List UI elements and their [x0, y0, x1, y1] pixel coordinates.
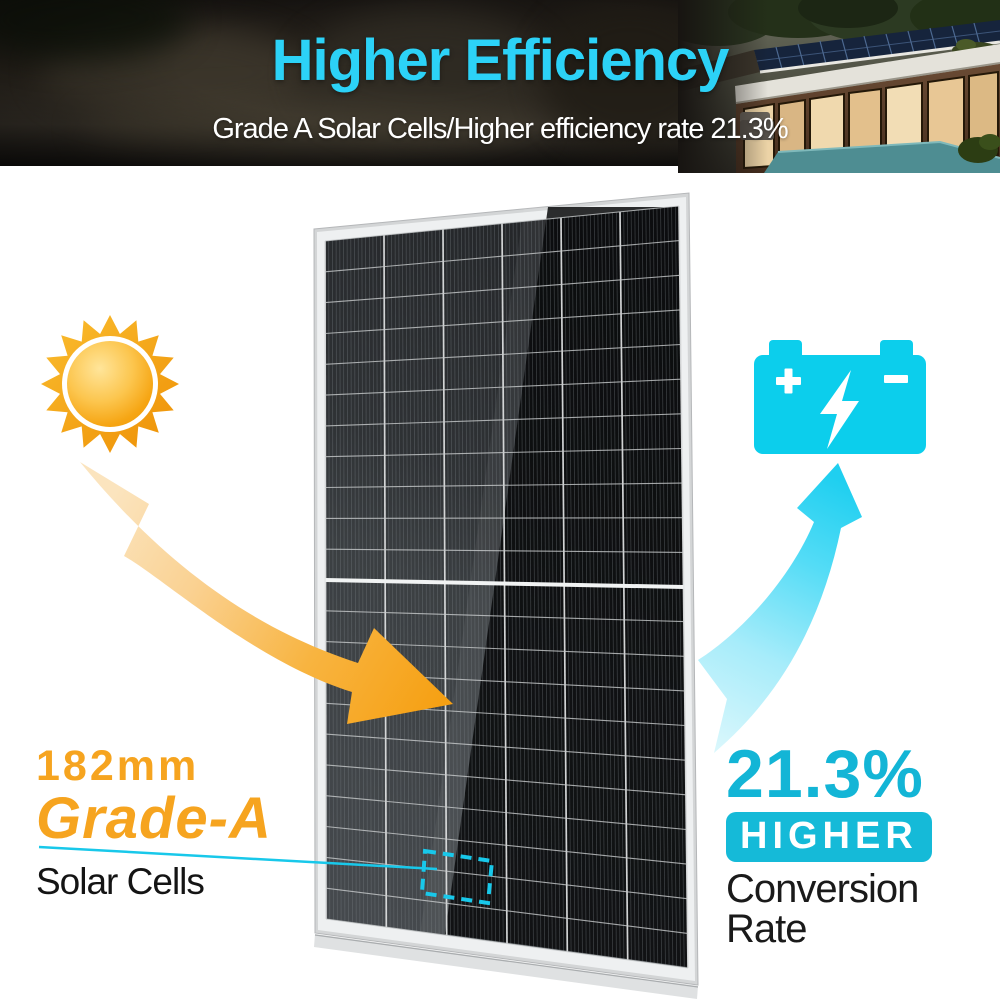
solar-panel	[313, 192, 699, 999]
sun-icon	[41, 315, 179, 453]
panel-glare-streak	[420, 207, 548, 934]
plant	[958, 134, 1000, 163]
sun-core	[67, 341, 153, 427]
battery-terminal-left	[769, 340, 802, 360]
battery-minus-icon	[884, 375, 908, 383]
banner-subtitle: Grade A Solar Cells/Higher efficiency ra…	[212, 113, 788, 145]
panel-frame-face	[317, 197, 695, 981]
panel-frame-bottom-rail	[314, 934, 698, 999]
panel-dark-reflection	[445, 207, 688, 967]
grade-text: Grade-A	[36, 786, 272, 851]
house-photo	[678, 0, 1000, 173]
battery-icon	[754, 340, 926, 454]
panel-bottom-seam	[314, 934, 699, 988]
sun-rays	[41, 315, 179, 453]
left-callout: 182mm Grade-A Solar Cells	[36, 742, 272, 903]
sun-ring	[62, 336, 158, 432]
lit-windows	[743, 70, 999, 170]
panel-frame-outer	[313, 192, 699, 986]
conversion-rate-label: Conversion Rate	[726, 866, 919, 951]
battery-plus-icon	[776, 368, 801, 394]
banner: Higher Efficiency Grade A Solar Cells/Hi…	[0, 0, 1000, 173]
higher-badge: HIGHER	[726, 812, 932, 862]
orange-curved-arrow	[80, 462, 453, 724]
fascia	[735, 44, 1000, 104]
dashed-highlight-box	[419, 848, 495, 906]
left-fade	[678, 0, 768, 173]
cell-size-text: 182mm	[36, 742, 200, 790]
banner-heading: Higher Efficiency	[271, 28, 730, 93]
conversion-rate-value: 21.3%	[726, 736, 924, 812]
right-callout: 21.3% HIGHER Conversion Rate	[726, 740, 1000, 949]
solar-cells-label: Solar Cells	[36, 861, 205, 903]
cell-grid-lines	[324, 205, 689, 969]
panel-cell-area	[325, 206, 688, 968]
lightning-bolt-icon	[820, 370, 859, 449]
battery-body	[754, 355, 926, 454]
fascia-shadow	[735, 62, 1000, 104]
battery-terminal-right	[880, 340, 913, 360]
cell-finger-lines	[328, 206, 685, 968]
cyan-curved-arrow	[698, 463, 862, 753]
